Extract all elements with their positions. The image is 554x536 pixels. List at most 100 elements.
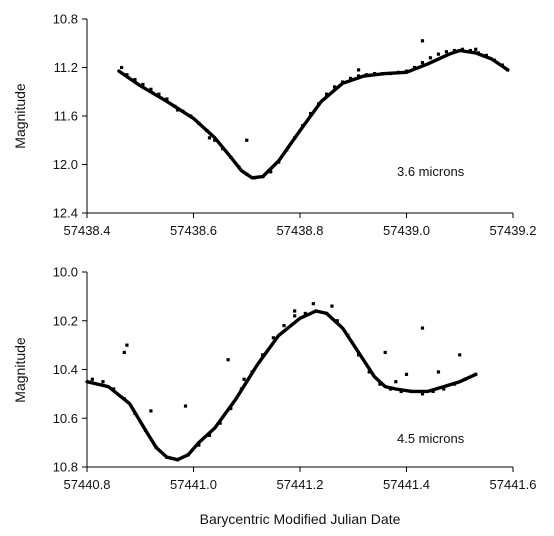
wavelength-annotation: 4.5 microns <box>397 431 465 446</box>
data-point <box>378 382 382 386</box>
data-point <box>122 397 126 401</box>
y-tick-label: 10.4 <box>53 362 78 377</box>
data-point <box>101 380 105 384</box>
data-point <box>245 138 249 142</box>
data-point <box>250 370 254 374</box>
data-point <box>133 411 137 415</box>
data-point <box>242 377 246 381</box>
y-tick-label: 10.2 <box>53 313 78 328</box>
x-axis-title: Barycentric Modified Julian Date <box>200 511 401 527</box>
data-point <box>149 87 153 91</box>
data-point <box>341 80 345 84</box>
data-point <box>442 387 446 391</box>
data-point <box>285 148 289 152</box>
data-point <box>245 172 249 176</box>
data-point <box>436 370 441 374</box>
data-point <box>356 68 361 72</box>
data-point <box>420 39 425 43</box>
data-point <box>356 74 361 78</box>
data-point <box>175 108 180 112</box>
y-tick-label: 10.8 <box>53 460 78 475</box>
data-point <box>372 71 377 76</box>
x-tick-label: 57438.6 <box>170 223 217 238</box>
data-point <box>452 382 457 386</box>
data-point <box>133 78 137 82</box>
data-point <box>165 97 169 101</box>
panel-3-6-microns: 10.811.211.612.012.4 57438.4 57438.6 57438… <box>12 12 537 239</box>
data-point <box>125 73 129 77</box>
data-point <box>221 147 225 151</box>
x-tick-label: 57439.2 <box>490 223 537 238</box>
data-point <box>181 109 185 113</box>
data-point <box>367 370 371 374</box>
data-point <box>396 70 401 74</box>
data-point <box>197 443 201 447</box>
y-tick-label: 11.6 <box>54 109 78 124</box>
data-point <box>237 165 241 169</box>
data-point <box>293 136 297 140</box>
data-point <box>474 47 478 51</box>
data-point <box>186 453 190 457</box>
data-point <box>293 314 297 318</box>
data-point <box>173 104 177 108</box>
x-tick-label: 57441.6 <box>490 477 537 492</box>
data-point <box>165 455 169 459</box>
data-point <box>325 92 329 96</box>
data-point <box>301 124 305 128</box>
data-point <box>335 319 339 323</box>
data-point <box>125 343 129 347</box>
data-point <box>253 176 257 180</box>
data-point <box>468 48 472 53</box>
data-point <box>112 387 116 391</box>
data-point <box>120 65 124 70</box>
data-point <box>207 136 212 140</box>
data-point <box>213 138 217 142</box>
data-point <box>506 68 510 72</box>
data-point <box>229 406 233 411</box>
data-point <box>309 111 313 116</box>
data-point <box>261 353 265 357</box>
data-point <box>271 336 275 340</box>
x-tick-label: 57439.0 <box>383 223 430 238</box>
data-point <box>205 128 209 133</box>
data-point <box>474 372 478 376</box>
data-point <box>325 311 329 316</box>
data-point <box>484 53 488 57</box>
data-point <box>207 433 212 437</box>
data-point <box>388 387 393 391</box>
data-point <box>282 324 286 328</box>
y-tick-label: 10.0 <box>53 265 78 280</box>
data-point <box>314 309 318 313</box>
data-point <box>229 155 233 159</box>
y-tick-label: 10.8 <box>53 12 78 27</box>
data-point <box>261 175 265 179</box>
data-point <box>420 61 425 65</box>
data-point <box>500 63 504 67</box>
wavelength-annotation: 3.6 microns <box>397 164 465 179</box>
data-point <box>394 380 398 384</box>
data-point <box>175 458 180 462</box>
x-tick-label: 57440.8 <box>64 477 111 492</box>
data-points <box>90 302 478 462</box>
y-tick-label: 12.4 <box>53 206 78 221</box>
data-point <box>356 353 361 357</box>
data-point <box>239 387 244 391</box>
data-point <box>277 160 281 164</box>
data-point <box>364 73 369 77</box>
data-point <box>189 114 193 118</box>
data-point <box>293 309 297 313</box>
model-fit-line <box>85 309 478 462</box>
data-point <box>317 102 321 106</box>
data-point <box>420 392 425 396</box>
data-point <box>141 82 145 87</box>
data-point <box>383 350 387 355</box>
model-fit-line <box>117 48 510 180</box>
data-point <box>303 311 307 316</box>
x-tick-label: 57438.8 <box>277 223 324 238</box>
data-point <box>183 404 188 408</box>
data-point <box>431 389 435 394</box>
data-point <box>404 69 409 73</box>
x-tick-label: 57438.4 <box>64 223 111 238</box>
data-point <box>492 58 496 62</box>
